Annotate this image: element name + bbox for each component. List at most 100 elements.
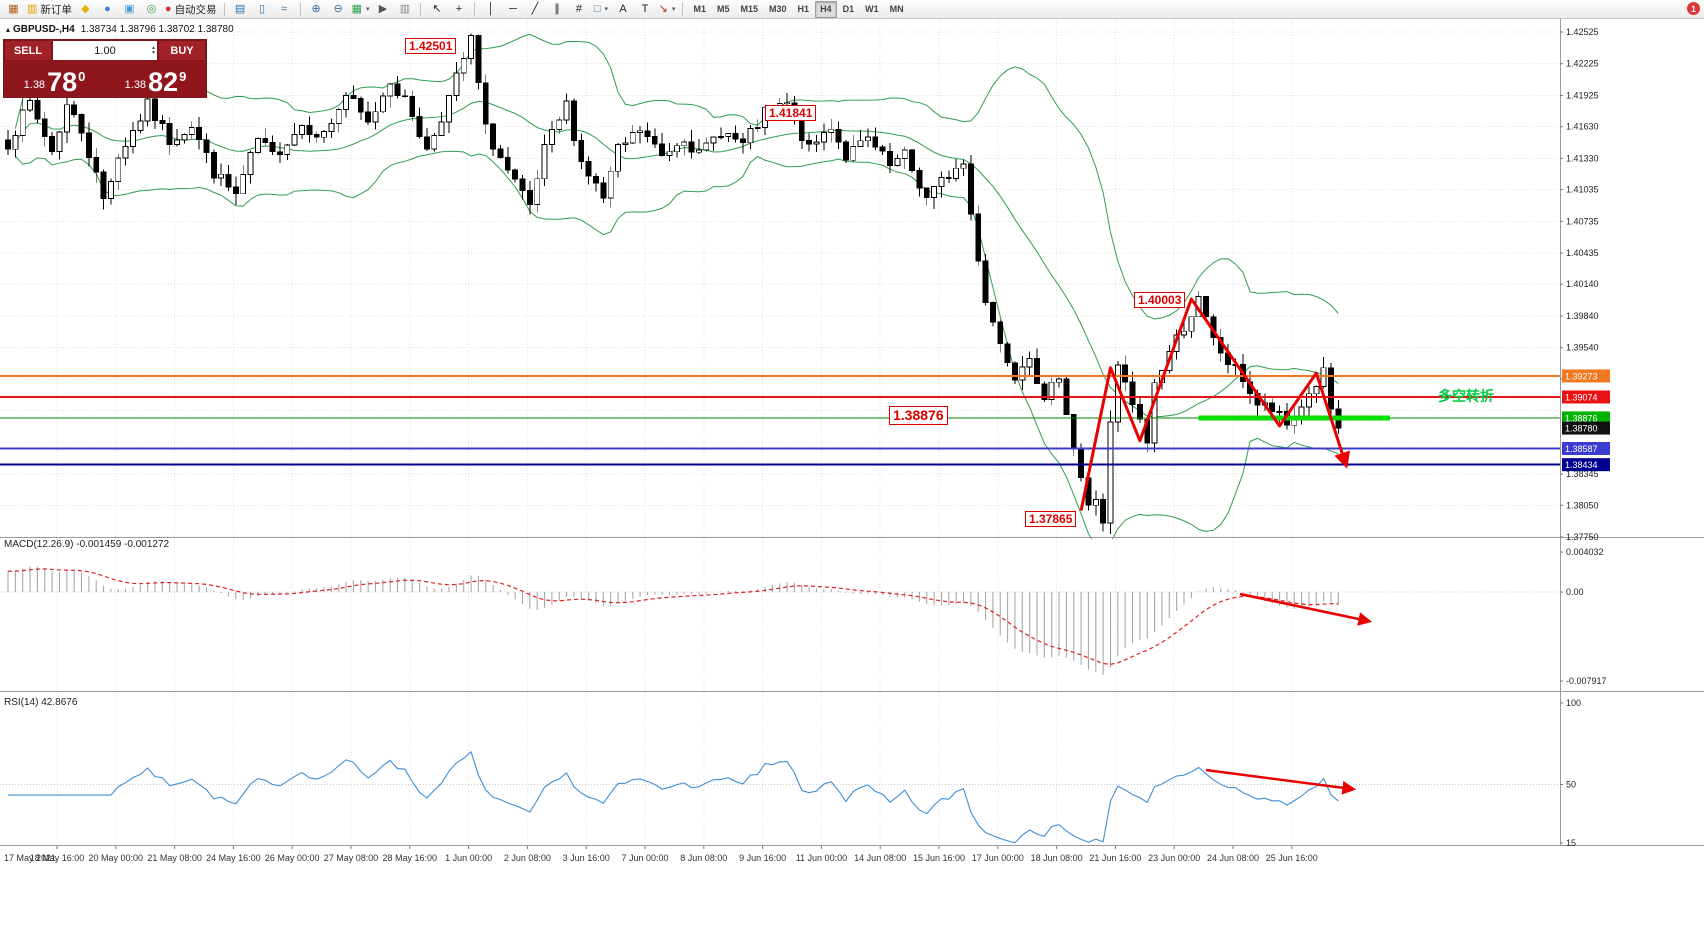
chevron-down-icon[interactable]: ▾: [365, 6, 370, 13]
svg-text:-0.007917: -0.007917: [1566, 676, 1607, 686]
price-callout[interactable]: 1.38876: [889, 406, 948, 425]
chevron-down-icon[interactable]: ▾: [671, 6, 676, 13]
svg-text:11 Jun 00:00: 11 Jun 00:00: [796, 853, 847, 863]
new-order-button-label: 新订单: [40, 3, 72, 16]
auto-scroll-icon: ▶: [378, 2, 388, 15]
vertical-line-icon[interactable]: │: [480, 1, 501, 17]
rsi-trend-arrow[interactable]: [1205, 768, 1357, 795]
trend-zigzag-annotation[interactable]: [1079, 297, 1350, 511]
rsi-indicator-label: RSI(14) 42.8676: [4, 697, 78, 708]
svg-text:20 May 00:00: 20 May 00:00: [89, 853, 144, 863]
shapes-icon: □: [593, 2, 601, 15]
svg-text:1.38780: 1.38780: [1565, 424, 1598, 434]
zoom-out-icon[interactable]: ⊖: [328, 1, 349, 17]
main-toolbar: ▦ ▥ 新订单 ◆ ● ▣ ◎ ● 自动交易 ▤ ▯ ≈ ⊕ ⊖ ▦ ▾ ▶ ▥ ↖ + │ ─ ╱ ∥ # □ ▾ A T ↘ ▾ M1 M5…: [0, 0, 1704, 19]
tf-d1-button[interactable]: D1: [842, 4, 855, 14]
crosshair-icon[interactable]: +: [448, 1, 469, 17]
candlestick-chart-icon: ▯: [259, 2, 266, 15]
price-scale[interactable]: 1.42525 1.42225 1.41925 1.41630 1.41330 1.410…: [1560, 27, 1610, 848]
bull-bear-turn-label[interactable]: 多空转折: [1438, 388, 1494, 404]
ohlc-values: 1.38734 1.38796 1.38702 1.38780: [80, 24, 234, 35]
buy-price[interactable]: 1.38 82 9: [105, 61, 206, 97]
svg-text:3 Jun 16:00: 3 Jun 16:00: [563, 853, 610, 863]
data-window-icon: ●: [104, 2, 111, 15]
bar-chart-icon[interactable]: ▤: [230, 1, 251, 17]
macd-trend-arrow[interactable]: [1239, 592, 1373, 626]
svg-text:25 Jun 16:00: 25 Jun 16:00: [1266, 853, 1318, 863]
toolbar-separator: [420, 2, 422, 16]
auto-scroll-icon[interactable]: ▶: [372, 1, 393, 17]
sell-button[interactable]: SELL: [4, 40, 52, 61]
price-callout[interactable]: 1.41841: [765, 105, 817, 121]
price-callout[interactable]: 1.37865: [1025, 511, 1077, 527]
price-callout[interactable]: 1.42501: [405, 38, 457, 54]
sell-price[interactable]: 1.38 78 0: [4, 61, 105, 97]
tf-h4-button[interactable]: H4: [815, 0, 837, 18]
svg-text:2 Jun 08:00: 2 Jun 08:00: [504, 853, 551, 863]
metaquotes-community-icon[interactable]: ◆: [75, 1, 96, 17]
navigator-icon[interactable]: ▣: [119, 1, 140, 17]
horizontal-levels[interactable]: [0, 374, 1560, 466]
svg-text:1.41925: 1.41925: [1566, 90, 1599, 100]
notification-badge[interactable]: 1: [1687, 2, 1700, 15]
svg-text:1.39540: 1.39540: [1566, 343, 1599, 353]
tf-m1-button[interactable]: M1: [693, 4, 706, 14]
autotrading-button[interactable]: ● 自动交易: [163, 1, 219, 17]
chart-shift-icon[interactable]: ▥: [394, 1, 415, 17]
svg-text:24 May 16:00: 24 May 16:00: [206, 853, 261, 863]
tf-w1-button[interactable]: W1: [865, 4, 879, 14]
line-chart-icon[interactable]: ≈: [274, 1, 295, 17]
volume-up-icon[interactable]: ▴: [151, 44, 155, 51]
tf-mn-button[interactable]: MN: [889, 4, 904, 14]
macd-indicator: [7, 566, 1339, 675]
svg-text:7 Jun 00:00: 7 Jun 00:00: [621, 853, 668, 863]
new-order-button[interactable]: ▥ 新订单: [25, 1, 74, 17]
volume-steppers[interactable]: ▴ ▾: [152, 42, 155, 59]
svg-text:15: 15: [1566, 838, 1576, 848]
data-window-icon[interactable]: ●: [97, 1, 118, 17]
svg-text:17 Jun 00:00: 17 Jun 00:00: [972, 853, 1024, 863]
symbol-period-label: GBPUSD-,H4: [13, 24, 75, 35]
volume-down-icon[interactable]: ▾: [151, 49, 155, 56]
chart-window-icon[interactable]: ▦: [3, 1, 24, 17]
cursor-icon[interactable]: ↖: [426, 1, 447, 17]
tile-windows-icon[interactable]: ▦ ▾: [350, 1, 372, 17]
equidistant-channel-icon[interactable]: ∥: [546, 1, 567, 17]
shapes-icon[interactable]: □ ▾: [590, 1, 611, 17]
buy-button[interactable]: BUY: [158, 40, 206, 61]
buy-price-big: 82: [148, 67, 179, 97]
line-chart-icon: ≈: [281, 2, 288, 15]
terminal-icon: ◎: [146, 2, 157, 15]
text-label-icon[interactable]: T: [634, 1, 655, 17]
svg-text:15 Jun 16:00: 15 Jun 16:00: [913, 853, 965, 863]
svg-text:9 Jun 16:00: 9 Jun 16:00: [739, 853, 786, 863]
horizontal-line-icon[interactable]: ─: [502, 1, 523, 17]
svg-text:1.37750: 1.37750: [1566, 532, 1599, 542]
svg-text:14 Jun 08:00: 14 Jun 08:00: [854, 853, 906, 863]
volume-value: 1.00: [94, 44, 116, 57]
candlestick-chart-icon[interactable]: ▯: [252, 1, 273, 17]
chevron-down-icon[interactable]: ▾: [604, 6, 609, 13]
metaquotes-community-icon: ◆: [81, 2, 90, 15]
toolbar-separator: [223, 2, 225, 16]
fibonacci-icon[interactable]: #: [568, 1, 589, 17]
svg-text:50: 50: [1566, 780, 1576, 790]
terminal-icon[interactable]: ◎: [141, 1, 162, 17]
price-callout[interactable]: 1.40003: [1134, 292, 1186, 308]
text-icon[interactable]: A: [612, 1, 633, 17]
chart-collapse-icon[interactable]: ▴: [6, 25, 11, 34]
bid-ask-display: 1.38 78 0 1.38 82 9: [4, 61, 206, 97]
tf-m15-button[interactable]: M15: [740, 4, 759, 14]
new-order-button: ▥: [27, 2, 38, 15]
arrows-icon[interactable]: ↘ ▾: [656, 1, 677, 17]
tf-h1-button[interactable]: H1: [797, 4, 810, 14]
trendline-icon[interactable]: ╱: [524, 1, 545, 17]
zoom-in-icon[interactable]: ⊕: [306, 1, 327, 17]
volume-input[interactable]: 1.00 ▴ ▾: [52, 40, 158, 61]
tf-m5-button[interactable]: M5: [717, 4, 730, 14]
tf-m30-button[interactable]: M30: [769, 4, 787, 14]
fibonacci-icon: #: [575, 2, 583, 15]
equidistant-channel-icon: ∥: [554, 2, 560, 15]
